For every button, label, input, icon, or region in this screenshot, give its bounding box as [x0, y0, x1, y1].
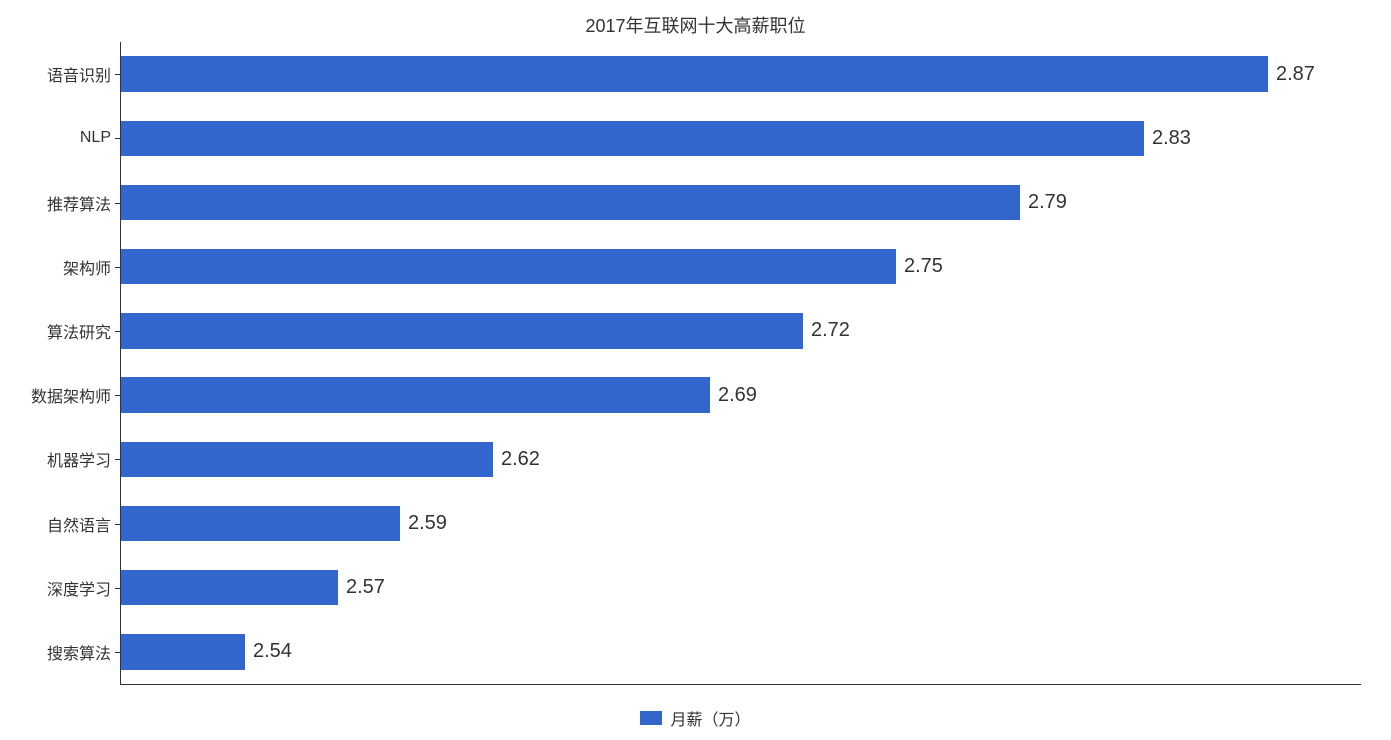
legend-label: 月薪（万） — [670, 706, 750, 730]
bar-row: 2.62 — [121, 442, 1361, 477]
bar — [121, 634, 245, 669]
bar — [121, 249, 896, 284]
bar — [121, 570, 338, 605]
y-category-label: 搜索算法 — [47, 640, 111, 664]
bar — [121, 185, 1020, 220]
bar-value-label: 2.69 — [718, 384, 757, 407]
bar-value-label: 2.87 — [1276, 63, 1315, 86]
bar-value-label: 2.54 — [253, 640, 292, 663]
bar — [121, 442, 493, 477]
y-category-label: 数据架构师 — [31, 383, 111, 407]
bar — [121, 377, 710, 412]
y-category-label: 架构师 — [63, 255, 111, 279]
bar-row: 2.75 — [121, 249, 1361, 284]
y-category-label: 自然语言 — [47, 512, 111, 536]
bar-value-label: 2.62 — [501, 448, 540, 471]
chart-title: 2017年互联网十大高薪职位 — [0, 0, 1391, 38]
bar-value-label: 2.59 — [408, 512, 447, 535]
bar-value-label: 2.79 — [1028, 191, 1067, 214]
bar-value-label: 2.75 — [904, 255, 943, 278]
legend: 月薪（万） — [0, 706, 1391, 730]
y-category-label: 算法研究 — [47, 319, 111, 343]
y-category-label: 深度学习 — [47, 576, 111, 600]
y-category-label: NLP — [80, 129, 111, 147]
legend-swatch — [640, 711, 662, 725]
y-category-label: 推荐算法 — [47, 191, 111, 215]
bar-row: 2.87 — [121, 56, 1361, 91]
y-category-label: 语音识别 — [47, 62, 111, 86]
bar — [121, 313, 803, 348]
bar-row: 2.57 — [121, 570, 1361, 605]
bar-value-label: 2.72 — [811, 319, 850, 342]
bar — [121, 121, 1144, 156]
bars-wrapper: 语音识别2.87NLP2.83推荐算法2.79架构师2.75算法研究2.72数据… — [121, 42, 1361, 684]
bar-row: 2.72 — [121, 313, 1361, 348]
bar — [121, 506, 400, 541]
bar-value-label: 2.57 — [346, 576, 385, 599]
bar — [121, 56, 1268, 91]
chart-container: 2017年互联网十大高薪职位 语音识别2.87NLP2.83推荐算法2.79架构… — [0, 0, 1391, 740]
y-category-label: 机器学习 — [47, 447, 111, 471]
plot-area: 语音识别2.87NLP2.83推荐算法2.79架构师2.75算法研究2.72数据… — [120, 42, 1361, 685]
bar-row: 2.83 — [121, 121, 1361, 156]
bar-row: 2.69 — [121, 377, 1361, 412]
bar-row: 2.54 — [121, 634, 1361, 669]
bar-row: 2.59 — [121, 506, 1361, 541]
bar-value-label: 2.83 — [1152, 127, 1191, 150]
bar-row: 2.79 — [121, 185, 1361, 220]
